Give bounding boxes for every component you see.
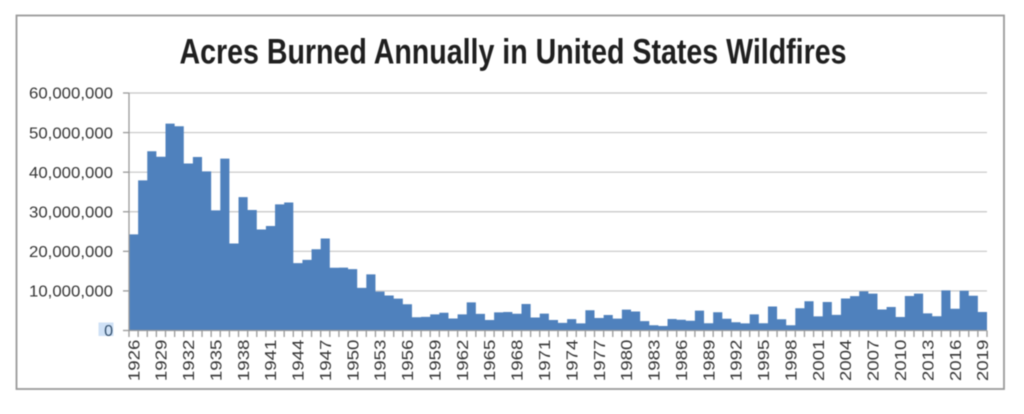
svg-text:2007: 2007 (866, 339, 883, 381)
svg-text:1932: 1932 (181, 339, 198, 381)
svg-text:1959: 1959 (427, 339, 444, 381)
svg-text:1929: 1929 (154, 339, 171, 381)
svg-text:2013: 2013 (920, 339, 937, 381)
svg-text:1977: 1977 (592, 339, 609, 381)
svg-text:1986: 1986 (674, 339, 691, 381)
svg-text:1947: 1947 (318, 339, 335, 381)
svg-text:50,000,000: 50,000,000 (29, 125, 113, 142)
svg-text:1935: 1935 (208, 339, 225, 381)
svg-text:1962: 1962 (455, 339, 472, 381)
svg-text:30,000,000: 30,000,000 (29, 204, 113, 221)
svg-text:1944: 1944 (291, 339, 308, 381)
svg-text:2019: 2019 (975, 339, 992, 381)
svg-text:1998: 1998 (783, 339, 800, 381)
svg-text:2004: 2004 (838, 339, 855, 381)
svg-text:40,000,000: 40,000,000 (29, 165, 113, 182)
svg-text:2001: 2001 (811, 339, 828, 381)
svg-text:1941: 1941 (263, 339, 280, 381)
svg-text:1980: 1980 (619, 339, 636, 381)
svg-text:1971: 1971 (537, 339, 554, 381)
svg-text:20,000,000: 20,000,000 (29, 244, 113, 261)
svg-text:0: 0 (104, 323, 113, 340)
svg-text:2016: 2016 (948, 339, 965, 381)
svg-text:2010: 2010 (893, 339, 910, 381)
svg-text:1956: 1956 (400, 339, 417, 381)
svg-text:1992: 1992 (729, 339, 746, 381)
svg-text:1926: 1926 (126, 339, 143, 381)
svg-text:1965: 1965 (482, 339, 499, 381)
svg-text:1938: 1938 (236, 339, 253, 381)
svg-text:1989: 1989 (701, 339, 718, 381)
svg-text:Acres Burned Annually in Unite: Acres Burned Annually in United States W… (180, 33, 847, 72)
svg-text:1974: 1974 (564, 339, 581, 381)
svg-text:60,000,000: 60,000,000 (29, 86, 113, 103)
svg-text:10,000,000: 10,000,000 (29, 284, 113, 301)
svg-text:1953: 1953 (373, 339, 390, 381)
svg-text:1995: 1995 (756, 339, 773, 381)
svg-text:1968: 1968 (510, 339, 527, 381)
svg-text:1983: 1983 (647, 339, 664, 381)
svg-text:1950: 1950 (345, 339, 362, 381)
